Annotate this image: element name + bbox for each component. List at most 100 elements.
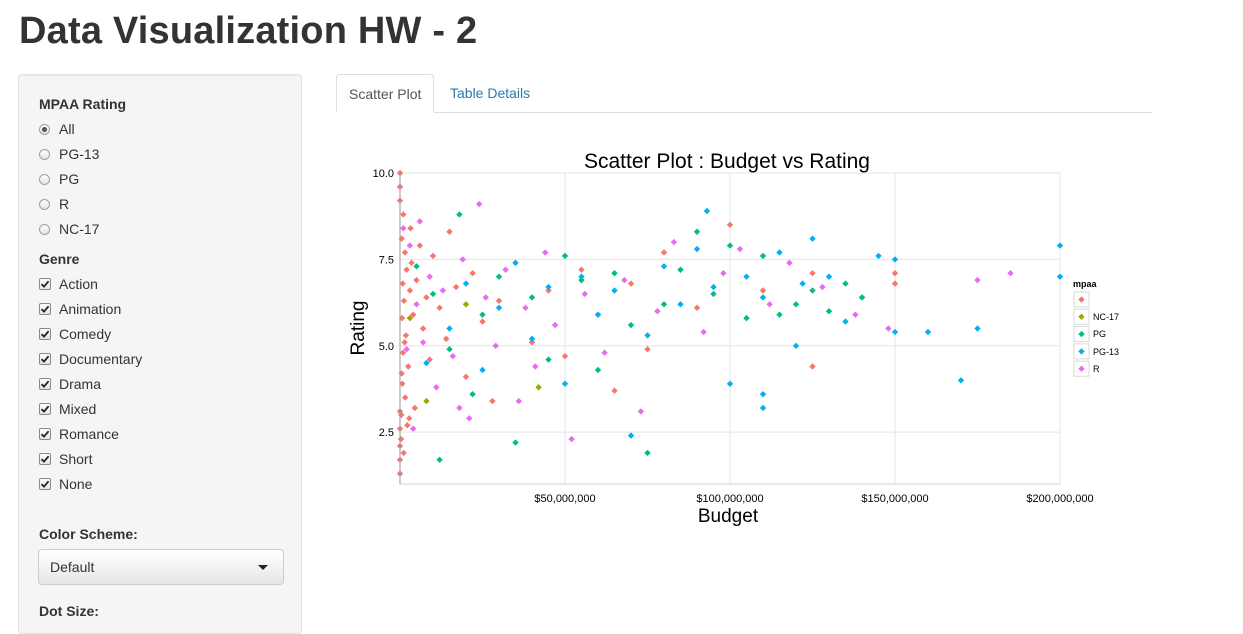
data-point — [400, 211, 407, 218]
genre-option-documentary[interactable]: Documentary — [39, 349, 142, 369]
data-point — [637, 408, 645, 415]
data-point — [399, 280, 406, 287]
data-point — [456, 404, 463, 412]
data-point — [545, 283, 552, 291]
data-point — [462, 301, 470, 308]
data-point — [776, 249, 783, 256]
radio-button[interactable] — [39, 173, 50, 185]
data-point — [407, 225, 414, 232]
mpaa-option-all[interactable]: All — [39, 119, 75, 139]
color-scheme-select[interactable]: Default — [38, 549, 284, 585]
data-point — [627, 432, 635, 439]
data-point — [495, 273, 503, 280]
data-point — [792, 301, 800, 308]
genre-option-label: Short — [59, 451, 93, 467]
data-point — [594, 311, 602, 318]
data-point — [406, 415, 413, 422]
genre-option-drama[interactable]: Drama — [39, 374, 101, 394]
data-point — [423, 359, 430, 367]
data-point — [703, 207, 711, 215]
data-point — [644, 332, 651, 339]
legend-key-marker — [1078, 313, 1085, 320]
data-point — [449, 352, 456, 360]
legend-key-marker — [1078, 365, 1085, 372]
data-point — [644, 346, 651, 353]
data-point — [452, 283, 460, 291]
checkbox[interactable] — [39, 378, 51, 390]
checkbox[interactable] — [39, 428, 51, 440]
data-point — [416, 242, 423, 249]
checkbox[interactable] — [39, 453, 51, 465]
checkbox[interactable] — [39, 328, 51, 340]
data-point — [410, 425, 417, 432]
radio-button[interactable] — [39, 123, 50, 135]
genre-option-animation[interactable]: Animation — [39, 299, 121, 319]
data-point — [891, 328, 899, 336]
genre-option-mixed[interactable]: Mixed — [39, 399, 96, 419]
data-point — [654, 308, 661, 315]
mpaa-option-pg13[interactable]: PG-13 — [39, 144, 99, 164]
data-point — [974, 276, 981, 284]
data-point — [799, 280, 806, 287]
genre-option-comedy[interactable]: Comedy — [39, 324, 111, 344]
mpaa-option-r[interactable]: R — [39, 194, 69, 214]
mpaa-option-nc17[interactable]: NC-17 — [39, 219, 99, 239]
data-point — [433, 384, 440, 391]
genre-option-short[interactable]: Short — [39, 449, 92, 469]
checkbox[interactable] — [39, 303, 51, 315]
data-point — [759, 390, 767, 398]
tab-scatter-plot[interactable]: Scatter Plot — [336, 74, 435, 113]
genre-option-label: None — [59, 476, 93, 492]
data-point — [594, 366, 602, 374]
data-point — [842, 280, 849, 287]
mpaa-option-pg[interactable]: PG — [39, 169, 79, 189]
y-axis-label: Rating — [348, 301, 369, 356]
data-point — [660, 263, 668, 270]
x-tick-label: $200,000,000 — [1026, 493, 1093, 505]
data-point — [489, 397, 496, 405]
data-point — [736, 245, 744, 253]
data-point — [413, 301, 420, 308]
data-point — [528, 294, 536, 301]
data-point — [426, 356, 433, 363]
data-point — [399, 349, 407, 356]
data-point — [627, 321, 635, 329]
legend-key-marker — [1078, 296, 1085, 303]
data-point — [710, 283, 717, 291]
tab-label: Scatter Plot — [349, 85, 422, 102]
genre-option-action[interactable]: Action — [39, 274, 98, 294]
checkbox[interactable] — [39, 353, 51, 365]
data-point — [416, 218, 423, 225]
mpaa-option-label: PG-13 — [59, 146, 100, 162]
data-point — [726, 221, 734, 229]
radio-button[interactable] — [39, 198, 50, 210]
genre-option-none[interactable]: None — [39, 474, 92, 494]
data-point — [561, 252, 569, 260]
sidebar-panel: MPAA Rating All PG-13 PG R NC-17 Genre A… — [18, 74, 302, 634]
legend-label: PG-13 — [1093, 347, 1119, 357]
x-tick-labels: $50,000,000 $100,000,000 $150,000,000 $2… — [534, 493, 1093, 505]
data-point — [720, 270, 727, 277]
data-point — [410, 311, 417, 318]
genre-option-romance[interactable]: Romance — [39, 424, 119, 444]
y-tick-label: 7.5 — [379, 254, 394, 266]
data-point — [400, 297, 408, 305]
y-tick-labels: 2.5 5.0 7.5 10.0 — [373, 168, 394, 439]
data-point — [875, 252, 882, 260]
checkbox[interactable] — [39, 278, 51, 290]
data-point — [401, 249, 409, 256]
radio-button[interactable] — [39, 223, 50, 235]
dot-size-label: Dot Size: — [39, 603, 99, 619]
data-point — [693, 304, 701, 311]
data-point — [710, 290, 717, 298]
data-point — [1007, 270, 1014, 277]
color-scheme-value: Default — [50, 559, 95, 575]
checkbox[interactable] — [39, 478, 51, 490]
radio-button[interactable] — [39, 148, 50, 160]
data-point — [446, 346, 453, 353]
legend-key-marker — [1078, 348, 1085, 355]
tab-table-details[interactable]: Table Details — [438, 74, 542, 112]
data-point — [426, 273, 433, 280]
checkbox[interactable] — [39, 403, 51, 415]
genre-option-label: Documentary — [59, 351, 143, 367]
